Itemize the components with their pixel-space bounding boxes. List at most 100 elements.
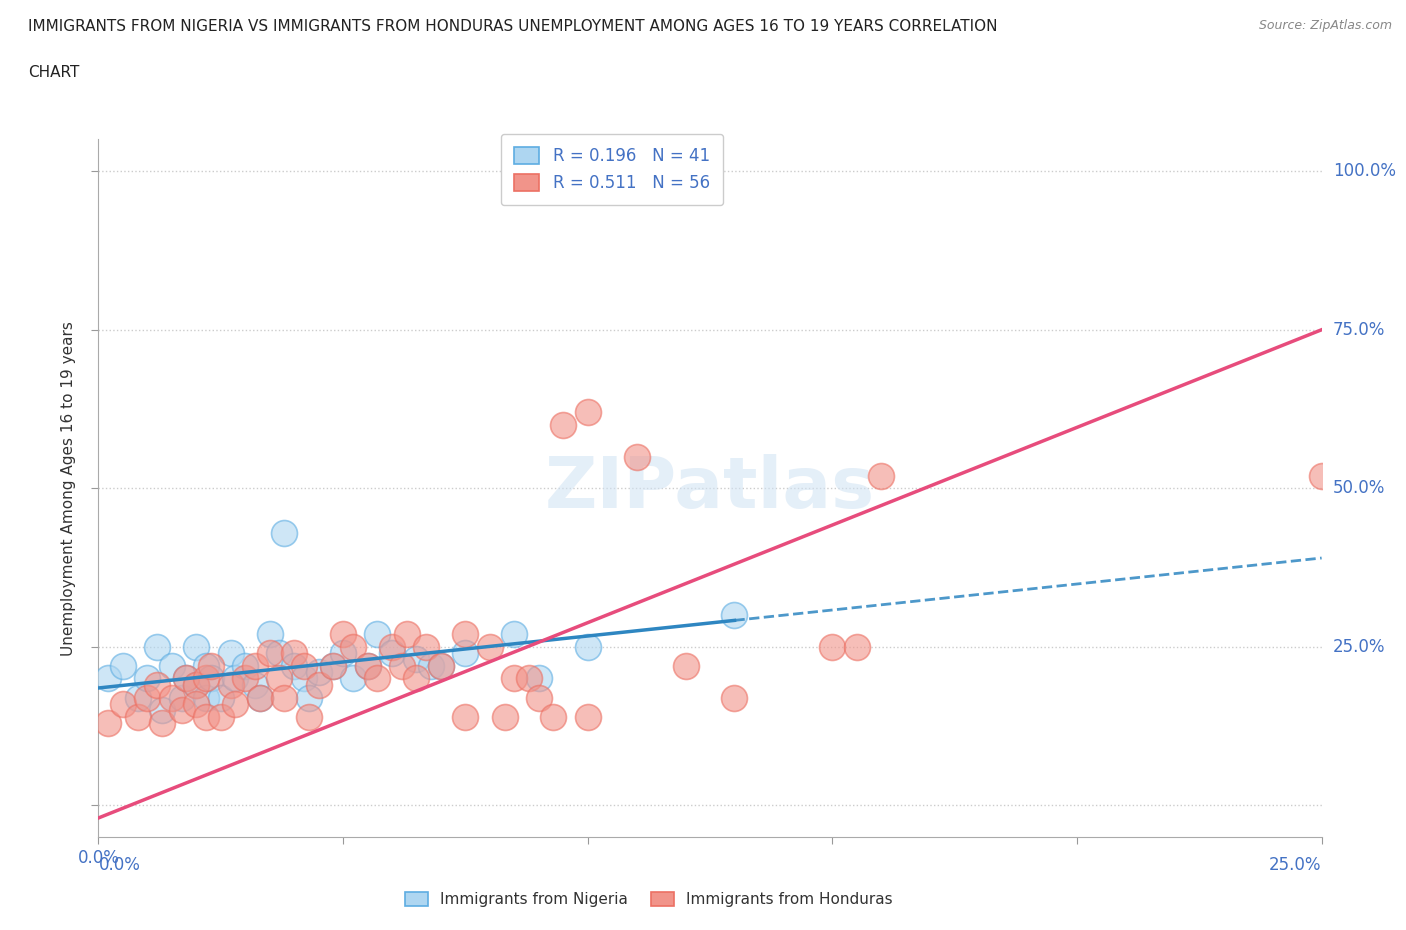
Point	[342, 639, 364, 654]
Point	[366, 627, 388, 642]
Point	[527, 690, 550, 705]
Point	[454, 709, 477, 724]
Point	[405, 652, 427, 667]
Point	[170, 703, 193, 718]
Point	[366, 671, 388, 686]
Point	[249, 690, 271, 705]
Point	[186, 697, 208, 711]
Point	[292, 671, 315, 686]
Point	[219, 645, 242, 660]
Point	[517, 671, 540, 686]
Point	[259, 627, 281, 642]
Point	[322, 658, 344, 673]
Point	[224, 671, 246, 686]
Point	[356, 658, 378, 673]
Text: 0.0%: 0.0%	[98, 856, 141, 873]
Point	[160, 690, 183, 705]
Point	[415, 639, 437, 654]
Point	[224, 697, 246, 711]
Point	[195, 690, 218, 705]
Point	[675, 658, 697, 673]
Point	[553, 418, 575, 432]
Point	[127, 709, 149, 724]
Point	[332, 627, 354, 642]
Point	[430, 658, 453, 673]
Point	[160, 658, 183, 673]
Point	[97, 671, 120, 686]
Point	[527, 671, 550, 686]
Point	[219, 677, 242, 692]
Point	[503, 671, 526, 686]
Text: 25.0%: 25.0%	[1333, 638, 1385, 656]
Point	[195, 658, 218, 673]
Text: IMMIGRANTS FROM NIGERIA VS IMMIGRANTS FROM HONDURAS UNEMPLOYMENT AMONG AGES 16 T: IMMIGRANTS FROM NIGERIA VS IMMIGRANTS FR…	[28, 19, 998, 33]
Point	[136, 690, 159, 705]
Point	[209, 690, 232, 705]
Legend: Immigrants from Nigeria, Immigrants from Honduras: Immigrants from Nigeria, Immigrants from…	[399, 885, 898, 913]
Point	[195, 709, 218, 724]
Point	[821, 639, 844, 654]
Text: 100.0%: 100.0%	[1333, 162, 1396, 180]
Point	[576, 639, 599, 654]
Point	[233, 671, 256, 686]
Point	[395, 627, 418, 642]
Point	[111, 658, 134, 673]
Point	[283, 658, 305, 673]
Text: 50.0%: 50.0%	[1333, 479, 1385, 498]
Text: CHART: CHART	[28, 65, 80, 80]
Point	[543, 709, 565, 724]
Point	[430, 658, 453, 673]
Point	[381, 645, 404, 660]
Point	[298, 690, 321, 705]
Point	[136, 671, 159, 686]
Point	[576, 709, 599, 724]
Point	[150, 715, 173, 730]
Point	[186, 677, 208, 692]
Point	[243, 658, 266, 673]
Point	[127, 690, 149, 705]
Point	[269, 645, 291, 660]
Point	[342, 671, 364, 686]
Point	[209, 709, 232, 724]
Point	[870, 468, 893, 483]
Point	[249, 690, 271, 705]
Point	[723, 607, 745, 622]
Point	[111, 697, 134, 711]
Y-axis label: Unemployment Among Ages 16 to 19 years: Unemployment Among Ages 16 to 19 years	[60, 321, 76, 656]
Point	[391, 658, 413, 673]
Point	[356, 658, 378, 673]
Point	[454, 627, 477, 642]
Point	[273, 690, 295, 705]
Point	[176, 671, 198, 686]
Point	[292, 658, 315, 673]
Point	[97, 715, 120, 730]
Point	[146, 639, 169, 654]
Point	[494, 709, 516, 724]
Point	[170, 690, 193, 705]
Point	[723, 690, 745, 705]
Point	[200, 658, 222, 673]
Point	[478, 639, 501, 654]
Point	[308, 677, 330, 692]
Point	[298, 709, 321, 724]
Point	[1310, 468, 1333, 483]
Text: ZIPatlas: ZIPatlas	[546, 454, 875, 523]
Point	[845, 639, 868, 654]
Point	[176, 671, 198, 686]
Point	[503, 627, 526, 642]
Text: 75.0%: 75.0%	[1333, 321, 1385, 339]
Text: Source: ZipAtlas.com: Source: ZipAtlas.com	[1258, 19, 1392, 32]
Text: 25.0%: 25.0%	[1270, 856, 1322, 873]
Point	[200, 671, 222, 686]
Point	[576, 405, 599, 419]
Point	[259, 645, 281, 660]
Point	[269, 671, 291, 686]
Point	[186, 677, 208, 692]
Point	[243, 677, 266, 692]
Point	[420, 658, 443, 673]
Point	[626, 449, 648, 464]
Point	[322, 658, 344, 673]
Point	[233, 658, 256, 673]
Point	[308, 665, 330, 680]
Point	[454, 645, 477, 660]
